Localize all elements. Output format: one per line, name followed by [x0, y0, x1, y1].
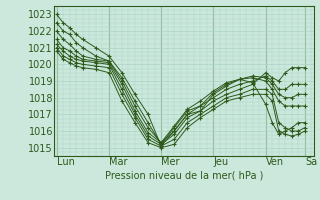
X-axis label: Pression niveau de la mer( hPa ): Pression niveau de la mer( hPa ) [105, 170, 263, 180]
